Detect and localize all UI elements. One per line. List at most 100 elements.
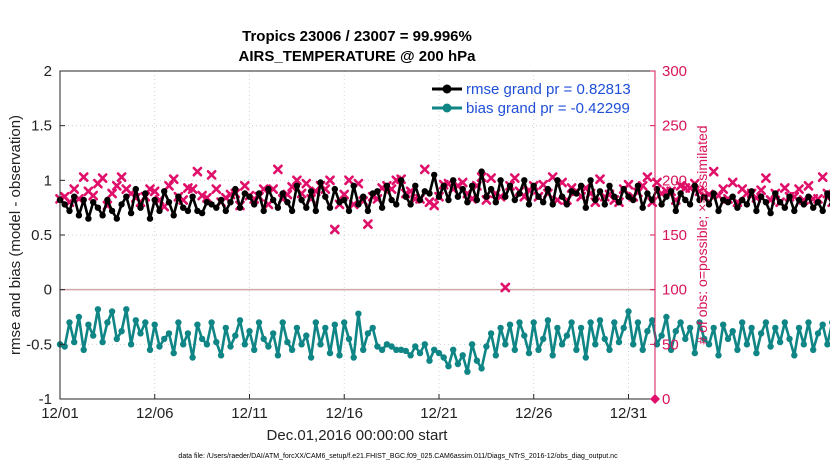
rmse-point (71, 193, 78, 200)
bias-point (696, 319, 703, 326)
rmse-point (364, 207, 372, 215)
rmse-point (284, 199, 291, 206)
bias-point (540, 335, 547, 343)
rmse-point (634, 182, 642, 189)
bias-point (530, 319, 537, 326)
obs-marker (803, 180, 814, 191)
bias-point (217, 352, 225, 359)
rmse-point (350, 182, 357, 189)
bias-point (322, 324, 329, 332)
bias-point (682, 335, 689, 343)
obs-marker (500, 282, 511, 293)
rmse-point (322, 193, 329, 200)
rmse-point (345, 207, 353, 215)
bias-point (407, 352, 414, 359)
bias-point (336, 352, 343, 359)
bias-point (729, 328, 736, 335)
obs-marker (708, 166, 719, 177)
bias-point (213, 338, 220, 346)
rmse-point (630, 196, 637, 204)
bias-point (236, 317, 244, 324)
bias-point (805, 319, 812, 326)
rmse-point (502, 193, 509, 200)
bias-point (378, 346, 386, 353)
bias-point (161, 335, 168, 343)
y-tick-label: 0 (44, 282, 52, 299)
obs-marker (637, 180, 648, 191)
bias-point (246, 328, 253, 335)
rmse-point (691, 182, 698, 189)
obs-marker (329, 224, 340, 235)
bias-point (483, 343, 490, 350)
rmse-point (393, 201, 400, 208)
rmse-point (757, 193, 765, 200)
bias-point (198, 335, 206, 343)
bias-point (241, 341, 248, 348)
bias-point (776, 338, 784, 346)
bias-point (639, 346, 646, 353)
bias-point (620, 324, 627, 332)
rmse-point (113, 215, 121, 222)
bias-point (75, 313, 83, 321)
rmse-point (805, 193, 812, 200)
ticks: 12/01 12/06 12/11 12/16 12/21 12/26 12/31 -1 -0.… (26, 63, 687, 422)
bias-point (326, 349, 334, 357)
bias-point (549, 352, 556, 359)
y-axis-label-right: # of obs: o=possible; ×=assimilated (694, 125, 710, 344)
rmse-point (544, 185, 552, 193)
bias-point (615, 338, 623, 346)
rmse-point (492, 199, 499, 206)
obs-marker (718, 184, 729, 194)
bias-point (781, 319, 788, 326)
bias-point (440, 354, 447, 361)
rmse-point (658, 201, 665, 208)
rmse-point (705, 201, 713, 208)
rmse-point (450, 177, 457, 184)
rmse-point (189, 193, 196, 200)
bias-point (445, 363, 452, 370)
bias-point (658, 332, 665, 339)
rmse-point (511, 196, 518, 204)
rmse-point (118, 201, 125, 208)
rmse-point (762, 199, 770, 206)
rmse-point (165, 199, 173, 206)
y-right-tick-label: 0 (662, 391, 670, 408)
bias-point (686, 324, 694, 332)
obs-marker (164, 180, 174, 191)
rmse-point (819, 207, 826, 215)
bias-point (767, 343, 774, 350)
bias-point (203, 341, 211, 348)
bias-point (734, 346, 741, 353)
y-right-tick-label: 50 (662, 336, 679, 353)
bias-point (265, 343, 272, 350)
bias-point (701, 335, 708, 343)
bias-point (284, 338, 291, 346)
rmse-point (535, 193, 542, 200)
bias-point (535, 346, 542, 353)
rmse-point (459, 185, 466, 193)
bias-point (293, 324, 301, 332)
rmse-point (554, 177, 561, 184)
bias-point (592, 341, 599, 348)
x-tick-label: 12/11 (231, 405, 267, 422)
bias-point (151, 321, 158, 328)
rmse-point (175, 193, 182, 200)
rmse-point (279, 190, 286, 197)
bias-point (165, 330, 173, 337)
obs-marker (779, 183, 790, 193)
legend-bias-label: bias grand pr = -0.42299 (466, 100, 630, 117)
bias-point (596, 317, 604, 324)
rmse-point (326, 204, 334, 211)
bias-point (421, 341, 428, 348)
bias-point (762, 319, 770, 326)
bias-point (156, 343, 163, 350)
bias-point (810, 346, 817, 353)
obs-marker (149, 186, 160, 197)
bias-point (298, 341, 305, 348)
rmse-point (587, 177, 594, 184)
bias-point (554, 324, 561, 332)
rmse-point (142, 190, 149, 197)
rmse-point (274, 204, 282, 211)
bias-point (426, 357, 433, 364)
